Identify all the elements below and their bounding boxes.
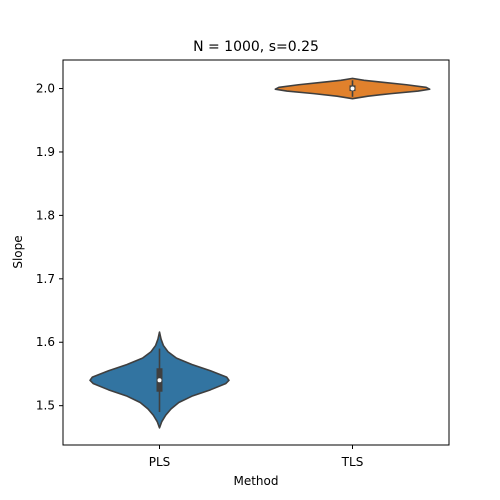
x-axis: PLS TLS bbox=[149, 445, 364, 469]
chart-title: N = 1000, s=0.25 bbox=[193, 39, 319, 55]
y-tick-label: 1.5 bbox=[36, 399, 55, 413]
median-point bbox=[350, 86, 355, 91]
plot-frame bbox=[62, 59, 450, 446]
y-axis: 1.5 1.6 1.7 1.8 1.9 2.0 bbox=[36, 82, 63, 413]
x-axis-title: Method bbox=[233, 474, 278, 488]
y-tick-label: 1.8 bbox=[36, 208, 55, 222]
x-tick-label: TLS bbox=[341, 455, 364, 469]
y-tick-label: 2.0 bbox=[36, 82, 55, 96]
x-tick-label: PLS bbox=[149, 455, 171, 469]
y-tick-label: 1.7 bbox=[36, 272, 55, 286]
median-point bbox=[157, 378, 162, 383]
y-tick-label: 1.9 bbox=[36, 145, 55, 159]
y-tick-label: 1.6 bbox=[36, 335, 55, 349]
violin-layer bbox=[89, 77, 431, 429]
y-axis-title: Slope bbox=[11, 235, 25, 268]
